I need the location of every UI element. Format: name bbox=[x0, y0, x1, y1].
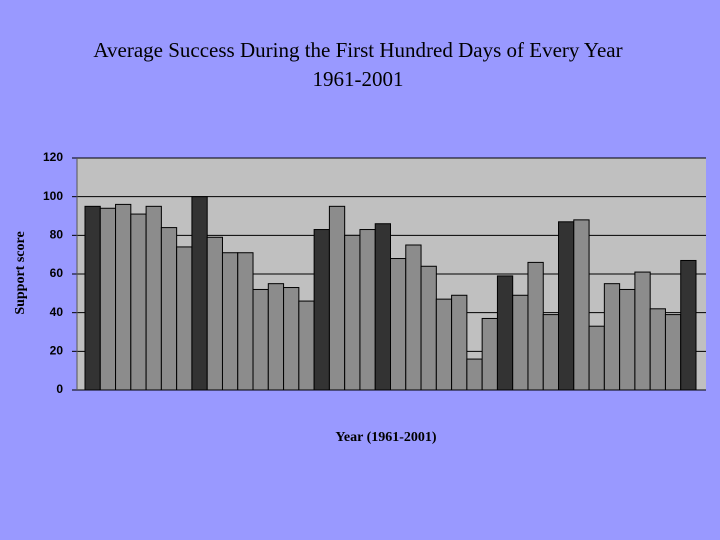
bar bbox=[664, 314, 682, 391]
bar bbox=[451, 294, 468, 391]
bar bbox=[634, 271, 651, 391]
bar bbox=[328, 205, 346, 391]
bar bbox=[466, 358, 483, 391]
bar bbox=[237, 252, 254, 391]
bar bbox=[649, 308, 666, 391]
bar bbox=[542, 314, 560, 391]
bar bbox=[221, 252, 239, 391]
y-tick-label: 60 bbox=[50, 266, 64, 280]
bar bbox=[84, 205, 101, 391]
chart-subtitle: 1961-2001 bbox=[313, 67, 404, 91]
bar bbox=[267, 283, 285, 391]
y-tick-label: 100 bbox=[43, 189, 63, 203]
bar bbox=[390, 258, 407, 391]
y-tick-label: 80 bbox=[50, 228, 64, 242]
bar bbox=[252, 288, 269, 391]
y-axis-label: Support score bbox=[13, 231, 28, 314]
bar bbox=[558, 221, 575, 391]
chart-title: Average Success During the First Hundred… bbox=[93, 38, 622, 62]
bar bbox=[176, 246, 193, 391]
bar bbox=[680, 259, 697, 391]
y-tick-label: 0 bbox=[56, 382, 63, 396]
bar bbox=[130, 213, 147, 391]
bar bbox=[496, 275, 514, 391]
bar bbox=[344, 234, 361, 391]
bar bbox=[99, 207, 117, 391]
x-axis-label: Year (1961-2001) bbox=[335, 430, 437, 445]
bar bbox=[512, 294, 529, 391]
bar bbox=[374, 223, 392, 391]
y-tick-label: 40 bbox=[50, 305, 64, 319]
bar bbox=[283, 287, 300, 391]
bar bbox=[527, 261, 544, 391]
bar bbox=[619, 288, 636, 391]
bar bbox=[603, 283, 621, 391]
bar bbox=[313, 229, 330, 391]
bar bbox=[160, 227, 178, 391]
bar bbox=[145, 205, 162, 391]
bar bbox=[588, 325, 605, 391]
bar bbox=[359, 229, 376, 391]
bar bbox=[115, 203, 132, 391]
bar bbox=[481, 317, 498, 391]
bar bbox=[435, 298, 453, 391]
bar bbox=[573, 219, 590, 391]
y-tick-label: 120 bbox=[43, 150, 63, 164]
bar bbox=[420, 265, 437, 391]
bar bbox=[206, 236, 223, 391]
bar bbox=[191, 196, 208, 391]
y-tick-label: 20 bbox=[50, 344, 64, 358]
bar bbox=[298, 300, 315, 391]
bar bbox=[405, 244, 422, 391]
